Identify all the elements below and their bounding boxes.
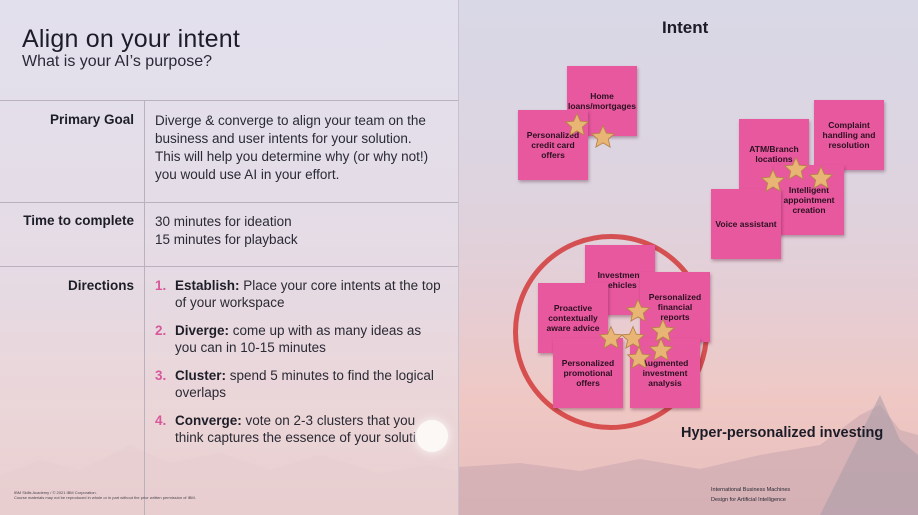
note-text: Personalized credit card offers <box>526 130 580 160</box>
step-number: 3. <box>155 368 167 383</box>
divider <box>0 266 458 267</box>
sticky-note[interactable]: Home loans/mortgages <box>567 66 637 136</box>
note-text: Home loans/mortgages <box>568 91 637 111</box>
note-text: Complaint handling and resolution <box>822 120 876 150</box>
vote-star-icon[interactable] <box>620 325 646 351</box>
step-text: spend 5 minutes to find the logical over… <box>175 368 434 400</box>
vote-star-icon[interactable] <box>626 345 652 371</box>
vote-star-icon[interactable] <box>760 168 786 194</box>
primary-goal-text: Diverge & converge to align your team on… <box>155 112 428 184</box>
sticky-note[interactable]: Intelligent appointment creation <box>774 165 844 235</box>
time-line: 30 minutes for ideation <box>155 214 292 229</box>
note-text: Voice assistant <box>715 219 777 229</box>
note-text: Intelligent appointment creation <box>783 185 835 215</box>
note-text: Investment vehicles <box>597 270 643 290</box>
vote-star-icon[interactable] <box>783 156 809 182</box>
copyright-notice: IBM Skills Academy / © 2021 IBM Corporat… <box>14 490 196 500</box>
ibm-line: International Business Machines <box>711 487 791 493</box>
step-text: vote on 2-3 clusters that you think capt… <box>175 413 431 445</box>
direction-step: 1. Establish: Place your core intents at … <box>155 277 445 311</box>
vote-star-icon[interactable] <box>590 124 616 150</box>
usage-notice: Course materials may not be reproduced i… <box>14 495 196 500</box>
direction-step: 3. Cluster: spend 5 minutes to find the l… <box>155 367 445 401</box>
vote-star-icon[interactable] <box>564 112 590 138</box>
primary-goal-line: Diverge & converge to align your team on… <box>155 113 426 128</box>
note-text: ATM/Branch locations <box>749 144 799 164</box>
note-text: Personalized promotional offers <box>561 358 615 388</box>
step-keyword: Diverge: <box>175 323 230 338</box>
sticky-note[interactable]: Voice assistant <box>711 189 781 259</box>
note-text: Personalized financial reports <box>648 292 702 322</box>
note-text: Augmented investment analysis <box>641 358 689 388</box>
page-title: Align on your intent <box>22 25 241 53</box>
time-label: Time to complete <box>23 213 134 228</box>
directions-label: Directions <box>67 278 134 293</box>
info-panel: Align on your intent What is your AI’s p… <box>0 0 459 515</box>
vote-star-icon[interactable] <box>598 325 624 351</box>
ibm-footer: International Business Machines Design f… <box>711 485 790 505</box>
vote-star-icon[interactable] <box>650 318 676 344</box>
ibm-line: Design for Artificial Intelligence <box>711 497 786 503</box>
vote-star-icon[interactable] <box>625 298 651 324</box>
primary-goal-line: This will help you determine why (or why… <box>155 149 429 164</box>
note-text: Proactive contextually aware advice <box>546 303 600 333</box>
sticky-note[interactable]: Complaint handling and resolution <box>814 100 884 170</box>
step-keyword: Cluster: <box>175 368 227 383</box>
vote-star-icon[interactable] <box>648 337 674 363</box>
direction-step: 4. Converge: vote on 2-3 clusters that yo… <box>155 412 445 446</box>
direction-step: 2. Diverge: come up with as many ideas as… <box>155 322 445 356</box>
step-keyword: Converge: <box>175 413 242 428</box>
sun-graphic <box>416 420 448 452</box>
primary-goal-line: you would use AI in your effort. <box>155 167 340 182</box>
column-divider <box>144 100 145 515</box>
time-text: 30 minutes for ideation 15 minutes for p… <box>155 213 298 249</box>
board-title: Intent <box>662 18 709 37</box>
divider <box>0 100 458 101</box>
sticky-note[interactable]: Personalized promotional offers <box>553 338 623 408</box>
divider <box>0 202 458 203</box>
page-subtitle: What is your AI’s purpose? <box>22 53 213 70</box>
step-text: Place your core intents at the top of yo… <box>175 278 441 310</box>
time-line: 15 minutes for playback <box>155 232 298 247</box>
sticky-note[interactable]: Personalized financial reports <box>640 272 710 342</box>
vote-star-icon[interactable] <box>808 165 834 191</box>
copyright: IBM Skills Academy / © 2021 IBM Corporat… <box>14 490 97 495</box>
cluster-label: Hyper-personalized investing <box>681 425 884 441</box>
primary-goal-label: Primary Goal <box>49 112 134 127</box>
primary-goal-line: business and user intents for your solut… <box>155 131 412 146</box>
step-number: 1. <box>155 278 167 293</box>
step-number: 4. <box>155 413 167 428</box>
step-number: 2. <box>155 323 167 338</box>
directions-list: 1. Establish: Place your core intents at … <box>155 277 445 457</box>
step-keyword: Establish: <box>175 278 240 293</box>
step-text: come up with as many ideas as you can in… <box>175 323 422 355</box>
